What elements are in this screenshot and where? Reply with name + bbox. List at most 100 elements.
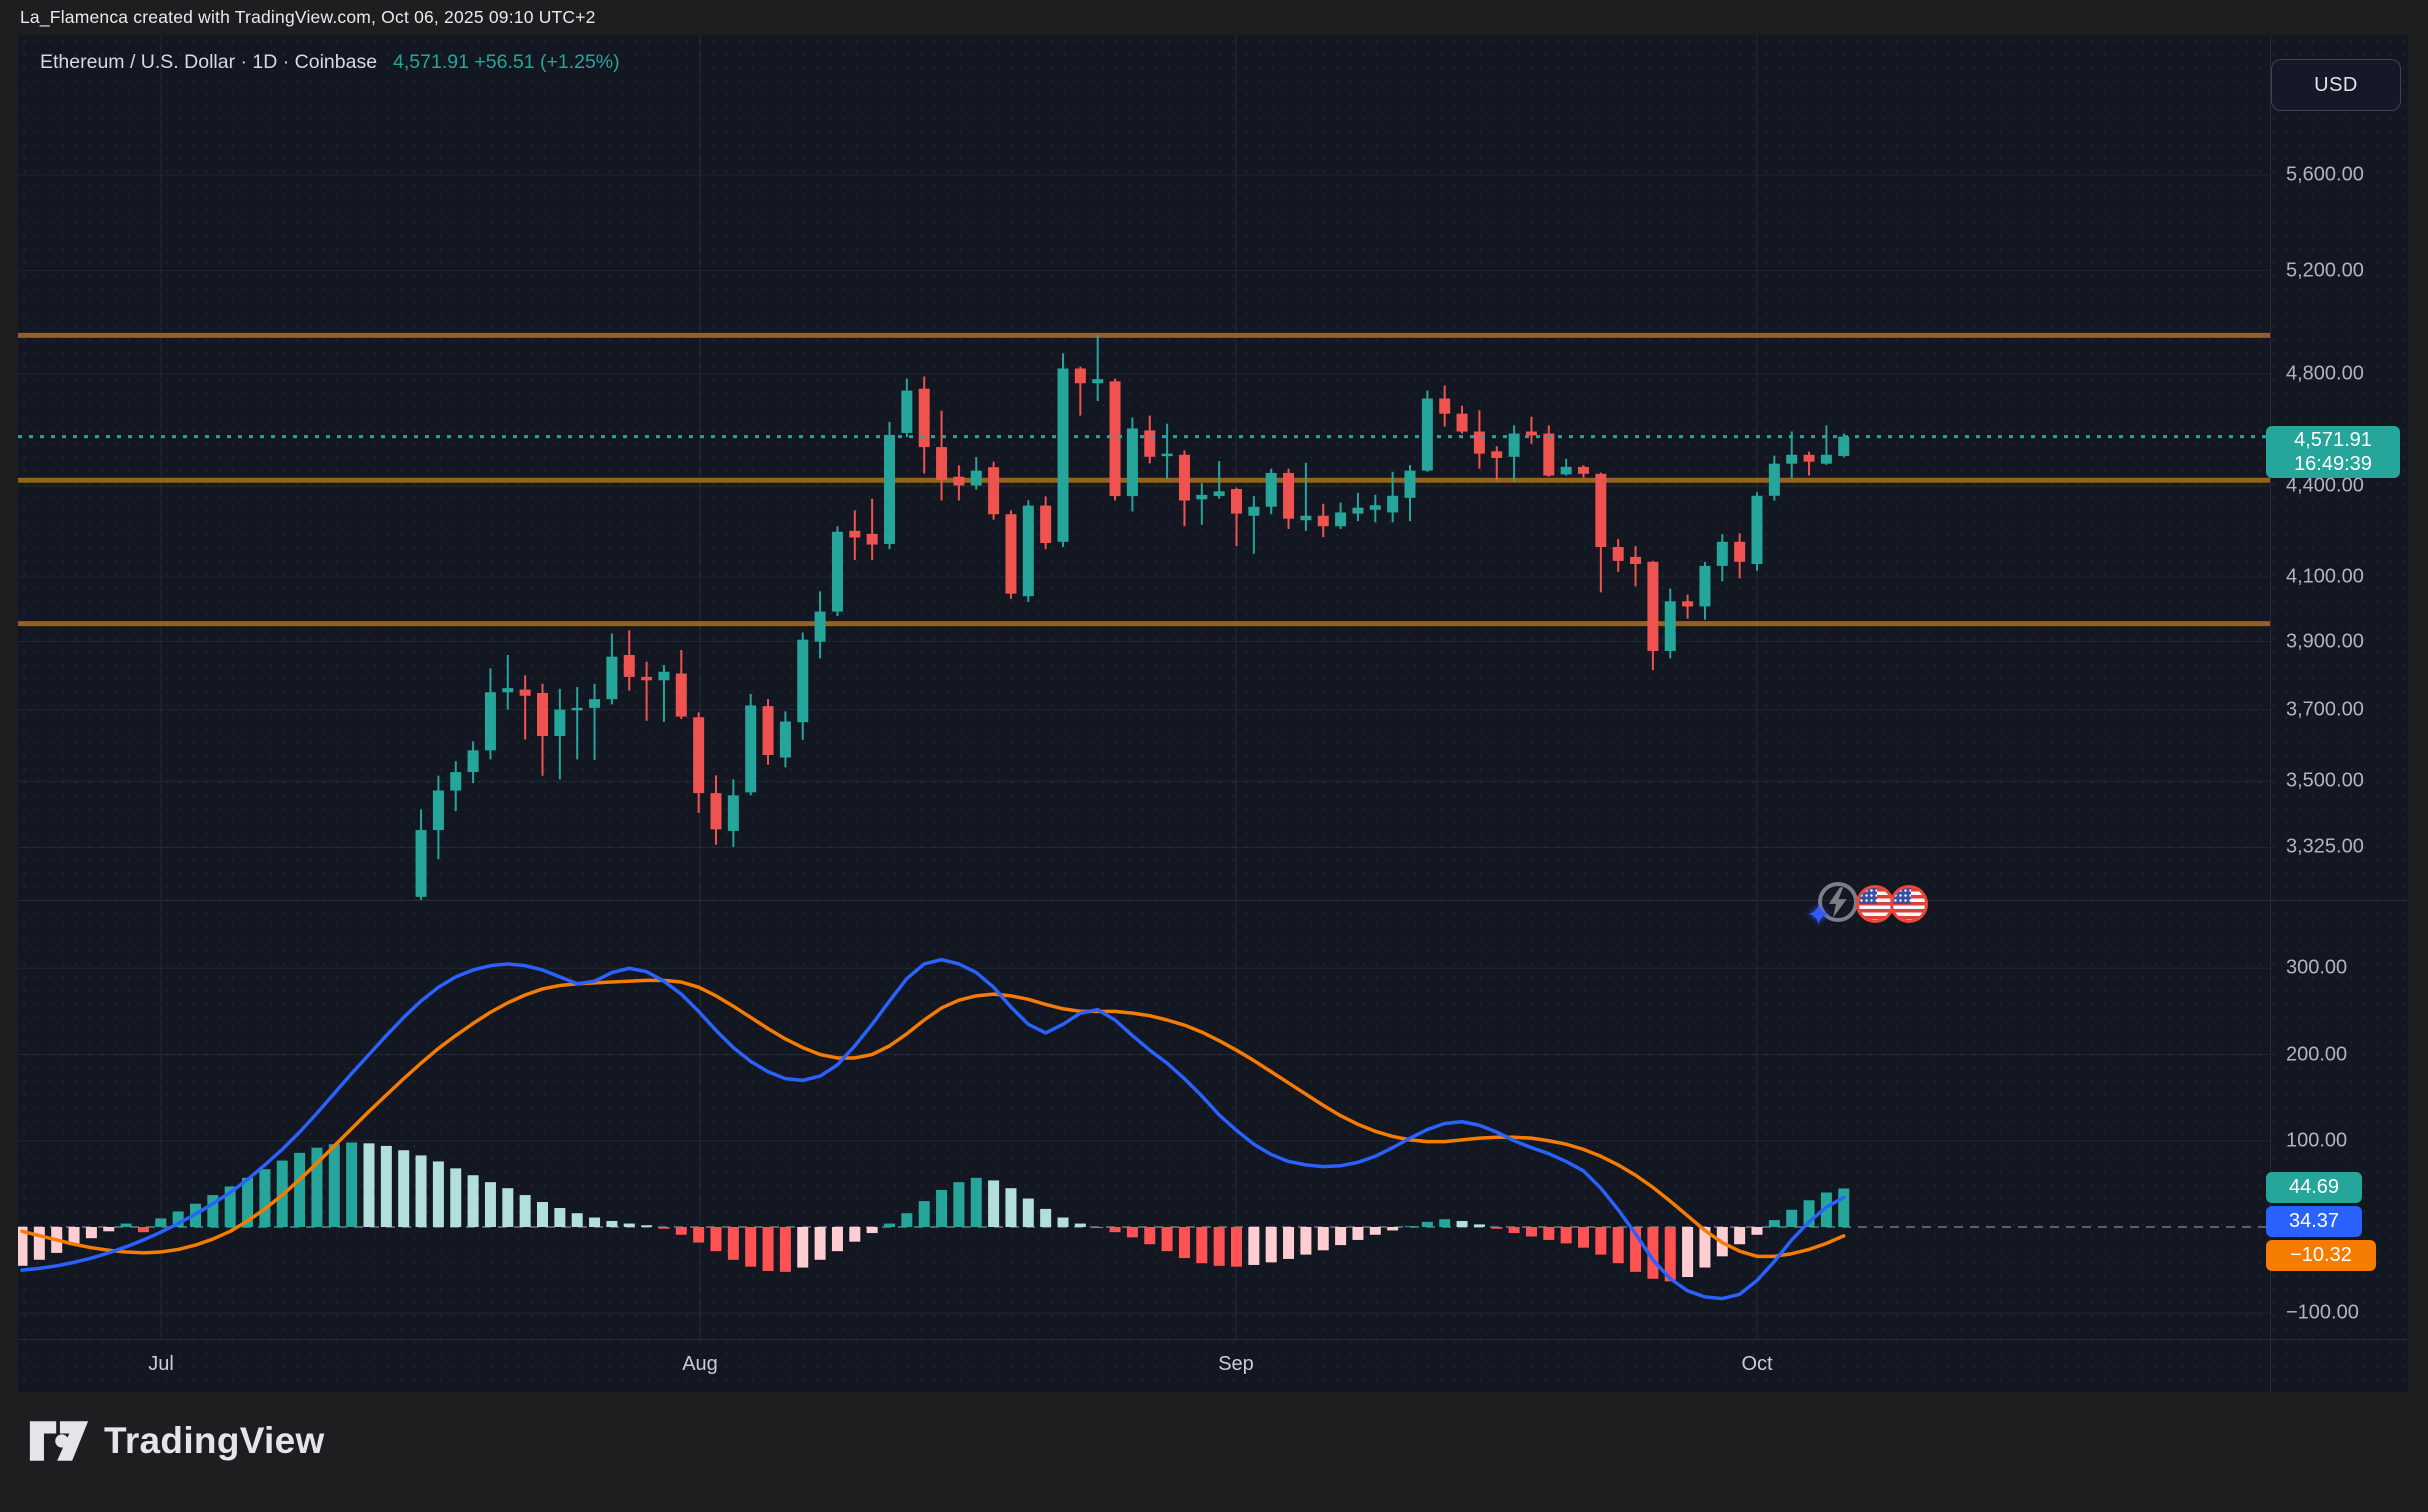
macd-axis-label: 200.00 bbox=[2286, 1043, 2348, 1065]
macd-histogram-bar bbox=[1092, 1227, 1104, 1228]
macd-histogram-bar bbox=[363, 1143, 375, 1227]
bar-countdown: 16:49:39 bbox=[2294, 453, 2372, 475]
macd-histogram-bar bbox=[1265, 1227, 1277, 1263]
macd-histogram-bar bbox=[1560, 1227, 1572, 1244]
time-axis-label[interactable]: Oct bbox=[1741, 1353, 1773, 1375]
macd-histogram-bar bbox=[1578, 1227, 1589, 1248]
candle-body bbox=[1751, 495, 1763, 565]
macd-histogram-bar bbox=[519, 1195, 531, 1227]
macd-histogram-bar bbox=[1387, 1227, 1399, 1231]
macd-histogram-bar bbox=[1803, 1200, 1815, 1227]
candle-body bbox=[415, 830, 427, 897]
candle-body bbox=[1213, 491, 1225, 497]
candle-body bbox=[1456, 413, 1468, 432]
candle-body bbox=[641, 676, 653, 681]
symbol-legend[interactable]: Ethereum / U.S. Dollar · 1D · Coinbase 4,… bbox=[40, 51, 620, 74]
macd-histogram-bar bbox=[1491, 1227, 1503, 1229]
candle-body bbox=[1387, 495, 1399, 513]
macd-signal-line bbox=[20, 978, 1846, 1259]
macd-histogram-bar bbox=[1352, 1227, 1364, 1240]
macd-histogram-bar bbox=[1456, 1220, 1468, 1227]
price-axis-label: 5,200.00 bbox=[2286, 259, 2364, 282]
macd-histogram-bar bbox=[1005, 1188, 1017, 1227]
tradingview-logo[interactable]: TradingView bbox=[28, 1418, 325, 1464]
candle-body bbox=[988, 467, 1000, 515]
candle-body bbox=[1491, 451, 1503, 458]
macd-histogram-bar bbox=[693, 1227, 705, 1243]
macd-histogram-bar bbox=[745, 1227, 757, 1267]
candle-body bbox=[866, 533, 878, 545]
candle-body bbox=[1734, 541, 1746, 562]
candle-body bbox=[936, 447, 948, 480]
candle-body bbox=[1352, 507, 1364, 514]
macd-histogram-bar bbox=[866, 1227, 878, 1234]
candle-body bbox=[1161, 453, 1173, 457]
macd-histogram-bar bbox=[18, 1227, 28, 1266]
pane-separator[interactable] bbox=[18, 900, 2408, 901]
macd-histogram-bar bbox=[988, 1180, 1000, 1227]
macd-histogram-bar bbox=[1300, 1227, 1312, 1255]
candle-body bbox=[1265, 472, 1277, 507]
macd-histogram-bar bbox=[328, 1144, 340, 1227]
time-axis-label[interactable]: Jul bbox=[148, 1353, 174, 1375]
macd-histogram-bar bbox=[1057, 1217, 1069, 1227]
candle-body bbox=[1005, 514, 1017, 594]
macd-histogram-bar bbox=[1109, 1227, 1121, 1233]
macd-histogram-bar bbox=[155, 1218, 167, 1227]
candle-body bbox=[1196, 494, 1208, 500]
price-axis-label: 4,400.00 bbox=[2286, 474, 2364, 497]
macd-histogram-bar bbox=[884, 1223, 895, 1227]
macd-histogram-bar bbox=[380, 1145, 392, 1227]
candle-body bbox=[1369, 505, 1381, 510]
macd-histogram-bar bbox=[1144, 1227, 1156, 1245]
macd-line-value-badge: 34.37 bbox=[2266, 1206, 2362, 1237]
macd-histogram-bar bbox=[398, 1150, 410, 1227]
price-axis-label: 4,100.00 bbox=[2286, 565, 2364, 588]
macd-histogram-bar bbox=[1369, 1227, 1381, 1235]
chart-frame[interactable]: Ethereum / U.S. Dollar · 1D · Coinbase 4,… bbox=[18, 35, 2408, 1392]
macd-histogram-bar bbox=[953, 1182, 965, 1227]
candle-body bbox=[537, 692, 548, 737]
time-axis-label[interactable]: Aug bbox=[682, 1353, 718, 1375]
macd-histogram-bar bbox=[1682, 1227, 1694, 1278]
macd-histogram-bar bbox=[710, 1227, 722, 1252]
macd-histogram-bar bbox=[589, 1217, 601, 1227]
candle-body bbox=[1317, 515, 1329, 527]
candle-body bbox=[675, 673, 687, 717]
macd-histogram-bar bbox=[242, 1177, 254, 1227]
price-scale-border bbox=[2270, 35, 2271, 1392]
macd-histogram-bar bbox=[415, 1155, 427, 1227]
macd-histogram-bar bbox=[259, 1169, 271, 1227]
macd-histogram-bar bbox=[1248, 1227, 1260, 1265]
macd-histogram-bar bbox=[1022, 1198, 1034, 1227]
time-axis-label[interactable]: Sep bbox=[1218, 1353, 1254, 1375]
macd-histogram-bar bbox=[85, 1227, 97, 1239]
price-axis-label: 4,800.00 bbox=[2286, 362, 2364, 385]
currency-toggle-button[interactable]: USD bbox=[2271, 59, 2401, 111]
macd-histogram-value-badge: 44.69 bbox=[2266, 1172, 2362, 1203]
macd-histogram-bar bbox=[68, 1227, 80, 1246]
sparkle-icon: ✦ bbox=[1806, 899, 1832, 932]
candle-body bbox=[831, 531, 843, 612]
macd-histogram-bar bbox=[1508, 1227, 1520, 1234]
macd-histogram-bar bbox=[450, 1168, 462, 1227]
candle-body bbox=[1439, 398, 1451, 414]
macd-histogram-bar bbox=[1040, 1208, 1052, 1227]
chart-plot[interactable] bbox=[18, 35, 2408, 1392]
candle-body bbox=[1560, 466, 1572, 475]
candle-body bbox=[849, 530, 861, 538]
candle-body bbox=[1820, 454, 1832, 464]
candle-body bbox=[727, 795, 739, 831]
macd-histogram-bar bbox=[571, 1213, 583, 1227]
legend-price-change: 4,571.91 +56.51 (+1.25%) bbox=[393, 51, 620, 73]
macd-histogram-bar bbox=[727, 1227, 739, 1260]
candle-body bbox=[571, 707, 583, 711]
macd-histogram-bar bbox=[606, 1220, 618, 1227]
macd-histogram-bar bbox=[918, 1201, 930, 1227]
us-flag-badge-icon bbox=[1890, 885, 1928, 923]
macd-histogram-bar bbox=[1439, 1219, 1451, 1227]
macd-histogram-bar bbox=[1196, 1227, 1208, 1264]
candle-body bbox=[1578, 466, 1589, 474]
tradingview-wordmark: TradingView bbox=[104, 1420, 325, 1461]
candle-body bbox=[1248, 506, 1260, 516]
